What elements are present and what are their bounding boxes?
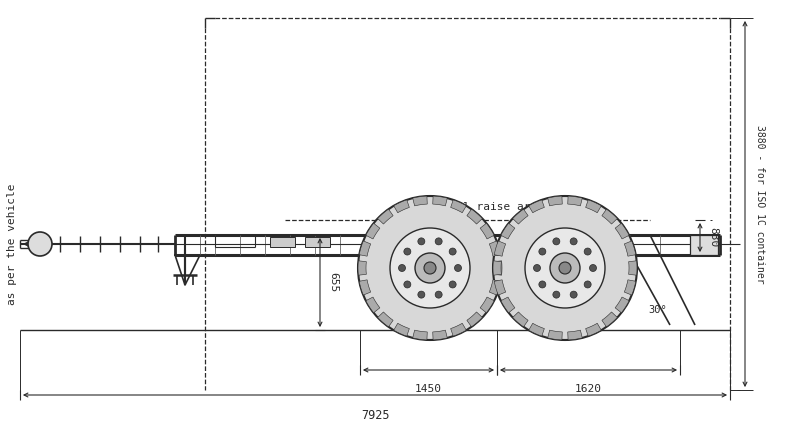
- Circle shape: [570, 291, 577, 298]
- Circle shape: [449, 248, 456, 255]
- Polygon shape: [394, 323, 410, 336]
- Circle shape: [398, 265, 406, 271]
- Polygon shape: [586, 323, 602, 336]
- Polygon shape: [358, 261, 366, 275]
- Circle shape: [584, 281, 591, 288]
- Polygon shape: [433, 196, 447, 206]
- Circle shape: [553, 238, 560, 245]
- Circle shape: [570, 238, 577, 245]
- Circle shape: [539, 281, 546, 288]
- Polygon shape: [624, 241, 636, 256]
- Circle shape: [454, 265, 462, 271]
- Polygon shape: [501, 297, 515, 313]
- Polygon shape: [568, 196, 582, 206]
- Polygon shape: [529, 323, 544, 336]
- Circle shape: [559, 262, 571, 274]
- Polygon shape: [378, 209, 393, 224]
- Polygon shape: [624, 280, 636, 295]
- Text: as per the vehicle: as per the vehicle: [7, 183, 17, 305]
- Polygon shape: [494, 280, 506, 295]
- Polygon shape: [602, 209, 618, 224]
- Circle shape: [390, 228, 470, 308]
- Polygon shape: [490, 241, 501, 256]
- Circle shape: [550, 253, 580, 283]
- Polygon shape: [548, 330, 562, 340]
- Polygon shape: [615, 297, 629, 313]
- Text: 1450: 1450: [415, 384, 442, 394]
- Circle shape: [415, 253, 445, 283]
- Circle shape: [28, 232, 52, 256]
- Polygon shape: [586, 200, 602, 213]
- Polygon shape: [568, 330, 582, 340]
- Polygon shape: [615, 223, 629, 239]
- Polygon shape: [359, 241, 370, 256]
- Polygon shape: [490, 280, 501, 295]
- Polygon shape: [480, 223, 494, 239]
- Circle shape: [404, 248, 411, 255]
- Polygon shape: [529, 200, 544, 213]
- Circle shape: [404, 281, 411, 288]
- Text: 830: 830: [708, 227, 718, 248]
- Polygon shape: [629, 261, 637, 275]
- Bar: [690, 235, 718, 255]
- Bar: [270, 237, 295, 247]
- Circle shape: [424, 262, 436, 274]
- Polygon shape: [450, 200, 466, 213]
- Polygon shape: [413, 330, 427, 340]
- Bar: [305, 237, 330, 247]
- Polygon shape: [494, 241, 506, 256]
- Polygon shape: [378, 312, 393, 327]
- Polygon shape: [394, 200, 410, 213]
- Text: 655: 655: [328, 272, 338, 293]
- Circle shape: [358, 196, 502, 340]
- Circle shape: [493, 196, 637, 340]
- Polygon shape: [513, 209, 528, 224]
- Circle shape: [534, 265, 541, 271]
- Polygon shape: [467, 312, 482, 327]
- Polygon shape: [413, 196, 427, 206]
- Polygon shape: [602, 312, 618, 327]
- Circle shape: [435, 291, 442, 298]
- Polygon shape: [467, 209, 482, 224]
- Polygon shape: [493, 261, 502, 275]
- Polygon shape: [366, 223, 380, 239]
- Text: 3880 - for ISO 1C container: 3880 - for ISO 1C container: [755, 125, 765, 283]
- Polygon shape: [359, 280, 370, 295]
- Text: 1620: 1620: [575, 384, 602, 394]
- Circle shape: [449, 281, 456, 288]
- Circle shape: [553, 291, 560, 298]
- Text: wheel raise area: wheel raise area: [436, 202, 544, 212]
- Text: 30°: 30°: [648, 305, 666, 315]
- Polygon shape: [366, 297, 380, 313]
- Circle shape: [525, 228, 605, 308]
- Circle shape: [418, 291, 425, 298]
- Polygon shape: [433, 330, 447, 340]
- Polygon shape: [480, 297, 494, 313]
- Polygon shape: [501, 223, 515, 239]
- Polygon shape: [513, 312, 528, 327]
- Text: 7925: 7925: [361, 409, 390, 422]
- Polygon shape: [450, 323, 466, 336]
- Circle shape: [539, 248, 546, 255]
- Polygon shape: [494, 261, 502, 275]
- Circle shape: [435, 238, 442, 245]
- Circle shape: [418, 238, 425, 245]
- Circle shape: [590, 265, 597, 271]
- Polygon shape: [548, 196, 562, 206]
- Circle shape: [584, 248, 591, 255]
